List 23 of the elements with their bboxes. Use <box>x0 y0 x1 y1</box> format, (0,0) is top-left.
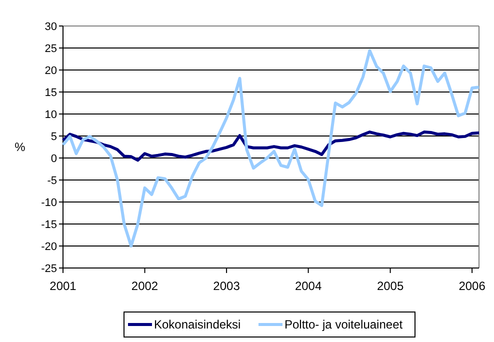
x-tick-label: 2003 <box>213 279 240 293</box>
x-tick-label: 2001 <box>50 279 77 293</box>
y-tick-label: -10 <box>41 196 57 209</box>
y-tick-label: -25 <box>41 262 57 275</box>
line-series <box>62 130 480 162</box>
x-tick-label: 2002 <box>131 279 158 293</box>
y-tick-label: -5 <box>47 174 57 187</box>
x-tick-label: 2004 <box>294 279 322 293</box>
y-tick-label: 0 <box>50 152 57 165</box>
y-tick-label: 20 <box>44 64 57 77</box>
y-tick-label: 15 <box>44 86 57 99</box>
y-tick-label: -20 <box>41 240 57 253</box>
y-tick-label: 10 <box>44 108 57 121</box>
x-tick-label: 2005 <box>376 279 404 293</box>
x-tick-label: 2006 <box>458 279 486 293</box>
legend-label: Kokonaisindeksi <box>154 318 241 332</box>
y-tick-label: -15 <box>41 218 57 231</box>
line-series <box>62 49 480 248</box>
legend-label: Poltto- ja voiteluaineet <box>284 318 404 332</box>
y-tick-label: 5 <box>50 130 57 143</box>
y-axis-title: % <box>14 140 26 154</box>
y-tick-label: 25 <box>44 42 57 55</box>
y-tick-label: 30 <box>44 20 57 33</box>
